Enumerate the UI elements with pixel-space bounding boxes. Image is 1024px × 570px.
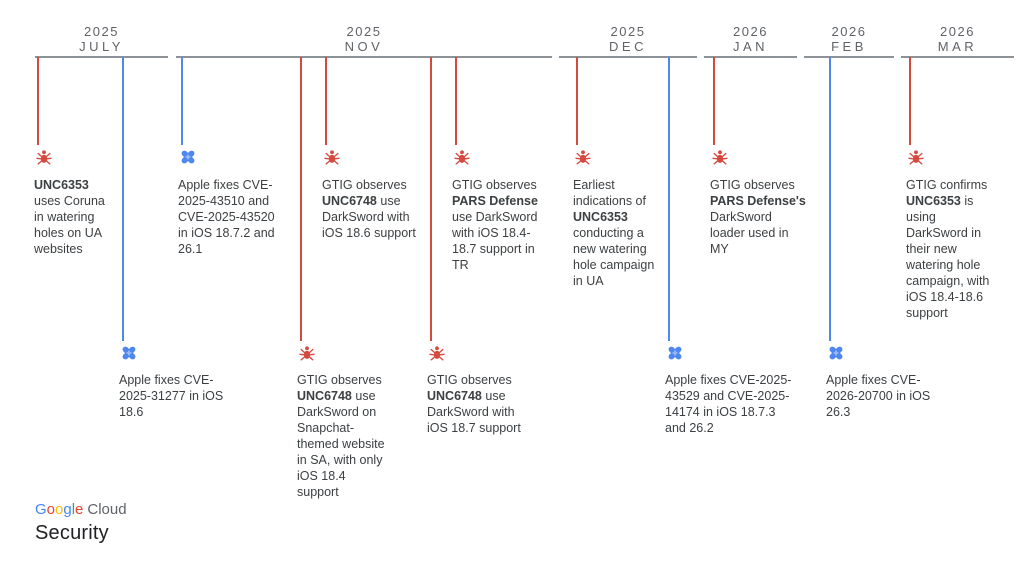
month-name: MAR bbox=[937, 39, 978, 54]
event-text-emphasis: UNC6353 bbox=[573, 210, 628, 224]
threat-actor-icon bbox=[297, 343, 317, 363]
google-logo-letter: o bbox=[55, 501, 64, 518]
event-text-segment: Apple fixes CVE-2025-43529 and CVE-2025-… bbox=[665, 373, 792, 435]
event-text: GTIG confirms UNC6353 is using DarkSword… bbox=[906, 177, 998, 321]
threat-actor-icon bbox=[906, 147, 926, 167]
event-text: Apple fixes CVE-2025-31277 in iOS 18.6 bbox=[119, 372, 229, 420]
event-text-segment: Apple fixes CVE-2025-31277 in iOS 18.6 bbox=[119, 373, 224, 419]
event-text: GTIG observes UNC6748 use DarkSword with… bbox=[427, 372, 522, 436]
event-text-emphasis: PARS Defense bbox=[452, 194, 538, 208]
google-logo-letter: G bbox=[35, 501, 47, 518]
patch-icon bbox=[826, 343, 846, 363]
event-text: GTIG observes PARS Defense's DarkSword l… bbox=[710, 177, 808, 257]
event-text-segment: GTIG observes bbox=[322, 178, 407, 192]
month-name: FEB bbox=[831, 39, 867, 54]
patch-icon bbox=[119, 343, 139, 363]
patch-icon bbox=[665, 343, 685, 363]
event-text-segment: GTIG confirms bbox=[906, 178, 988, 192]
threat-actor-icon bbox=[573, 147, 593, 167]
event-text: GTIG observes UNC6748 use DarkSword with… bbox=[322, 177, 417, 241]
month-axis-line bbox=[704, 56, 797, 58]
event-connector-line bbox=[576, 57, 578, 145]
threat-actor-icon bbox=[427, 343, 447, 363]
event-connector-line bbox=[455, 57, 457, 145]
month-label: 2026 JAN bbox=[733, 24, 768, 54]
month-name: NOV bbox=[344, 39, 384, 54]
event-text-emphasis: UNC6353 bbox=[34, 178, 89, 192]
month-name: JAN bbox=[732, 39, 769, 54]
event-text: GTIG observes UNC6748 use DarkSword on S… bbox=[297, 372, 389, 500]
cloud-label: Cloud bbox=[87, 501, 127, 518]
footer: Google Cloud Security bbox=[35, 501, 127, 545]
google-cloud-logo: Google Cloud bbox=[35, 501, 127, 519]
event-connector-line bbox=[300, 57, 302, 341]
month-axis-line bbox=[559, 56, 697, 58]
month-year: 2026 bbox=[831, 24, 867, 39]
event-connector-line bbox=[713, 57, 715, 145]
event-text-segment: GTIG observes bbox=[452, 178, 537, 192]
event-connector-line bbox=[668, 57, 670, 341]
month-axis-line bbox=[804, 56, 894, 58]
month-label: 2026 FEB bbox=[831, 24, 867, 54]
event-connector-line bbox=[181, 57, 183, 145]
event-text-segment: is using DarkSword in their new watering… bbox=[906, 194, 990, 320]
event-text-segment: DarkSword loader used in MY bbox=[710, 210, 789, 256]
event-text: Apple fixes CVE-2026-20700 in iOS 26.3 bbox=[826, 372, 934, 420]
threat-actor-icon bbox=[710, 147, 730, 167]
month-year: 2025 bbox=[346, 24, 382, 39]
event-text-emphasis: UNC6748 bbox=[322, 194, 377, 208]
event-text-segment: Earliest indications of bbox=[573, 178, 646, 208]
month-axis-line bbox=[35, 56, 168, 58]
event-connector-line bbox=[430, 57, 432, 341]
threat-actor-icon bbox=[452, 147, 472, 167]
month-name: DEC bbox=[609, 39, 647, 54]
event-text: Apple fixes CVE-2025-43510 and CVE-2025-… bbox=[178, 177, 286, 257]
google-logo-letter: e bbox=[75, 501, 84, 518]
event-text: Apple fixes CVE-2025-43529 and CVE-2025-… bbox=[665, 372, 797, 436]
event-connector-line bbox=[122, 57, 124, 341]
month-year: 2026 bbox=[733, 24, 768, 39]
event-text: UNC6353 uses Coruna in watering holes on… bbox=[34, 177, 116, 257]
event-connector-line bbox=[325, 57, 327, 145]
event-text-segment: conducting a new watering hole campaign … bbox=[573, 226, 655, 288]
threat-actor-icon bbox=[34, 147, 54, 167]
event-connector-line bbox=[37, 57, 39, 145]
month-label: 2025 NOV bbox=[345, 24, 384, 54]
month-label: 2025 JULY bbox=[79, 24, 124, 54]
security-wordmark: Security bbox=[35, 522, 109, 544]
google-logo-letter: o bbox=[46, 501, 56, 518]
event-text-segment: GTIG observes bbox=[427, 373, 512, 387]
event-text-segment: GTIG observes bbox=[710, 178, 795, 192]
event-text: GTIG observes PARS Defense use DarkSword… bbox=[452, 177, 547, 273]
event-text: Earliest indications of UNC6353 conducti… bbox=[573, 177, 660, 289]
month-name: JULY bbox=[79, 39, 124, 54]
event-text-emphasis: UNC6748 bbox=[427, 389, 482, 403]
month-year: 2025 bbox=[610, 24, 646, 39]
event-text-segment: use DarkSword on Snapchat-themed website… bbox=[297, 389, 385, 499]
month-year: 2025 bbox=[84, 24, 119, 39]
event-text-segment: use DarkSword with iOS 18.7 support bbox=[427, 389, 521, 435]
google-logo-letter: g bbox=[63, 501, 72, 518]
event-text-segment: use DarkSword with iOS 18.6 support bbox=[322, 194, 416, 240]
event-connector-line bbox=[909, 57, 911, 145]
google-logo-letters: Google bbox=[35, 501, 83, 518]
month-axis-line bbox=[901, 56, 1014, 58]
event-text-emphasis: UNC6353 bbox=[906, 194, 961, 208]
month-label: 2026 MAR bbox=[938, 24, 977, 54]
month-year: 2026 bbox=[940, 24, 975, 39]
event-text-segment: GTIG observes bbox=[297, 373, 382, 387]
patch-icon bbox=[178, 147, 198, 167]
event-text-segment: Apple fixes CVE-2025-43510 and CVE-2025-… bbox=[178, 178, 275, 256]
threat-actor-icon bbox=[322, 147, 342, 167]
event-text-emphasis: PARS Defense's bbox=[710, 194, 806, 208]
month-axis-line bbox=[176, 56, 552, 58]
google-logo-letter: l bbox=[71, 501, 76, 518]
event-text-segment: use DarkSword with iOS 18.4-18.7 support… bbox=[452, 210, 538, 272]
month-label: 2025 DEC bbox=[609, 24, 647, 54]
event-text-segment: Apple fixes CVE-2026-20700 in iOS 26.3 bbox=[826, 373, 931, 419]
event-connector-line bbox=[829, 57, 831, 341]
event-text-segment: uses Coruna in watering holes on UA webs… bbox=[34, 194, 105, 256]
event-text-emphasis: UNC6748 bbox=[297, 389, 352, 403]
